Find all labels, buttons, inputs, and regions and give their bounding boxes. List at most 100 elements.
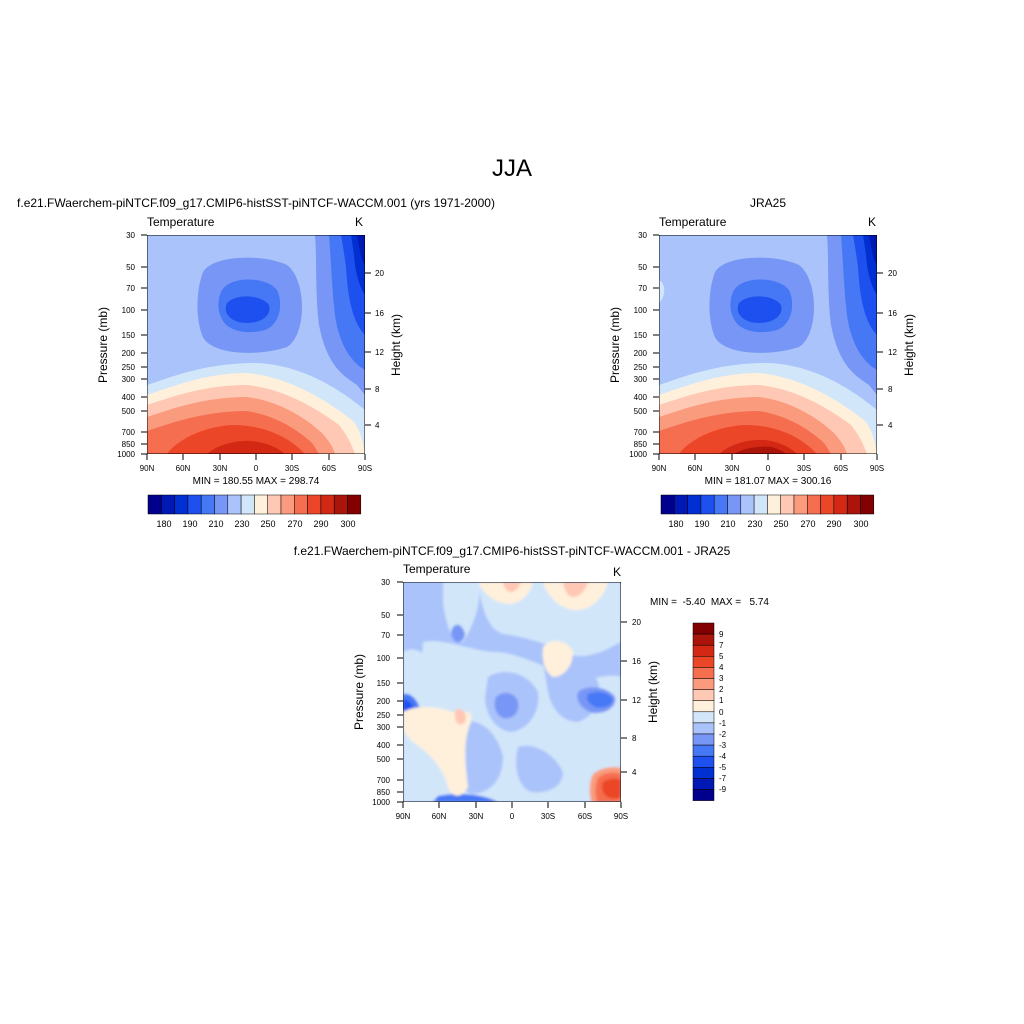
- colorbar-label-300: 300: [853, 519, 868, 529]
- panel-diff-y-ticks: 30 50 70 100 150 200 250 300 400 500 700…: [372, 578, 390, 807]
- panel-diff-ylabel: Pressure (mb): [352, 654, 366, 730]
- y-tick-30: 30: [381, 578, 390, 587]
- y-tick-30: 30: [638, 231, 647, 240]
- colorbar-label-neg5: -5: [719, 763, 727, 772]
- panel-diff-stats: MIN = -5.40 MAX = 5.74: [650, 597, 769, 608]
- panel-diff-ylabel-right: Height (km): [646, 661, 660, 723]
- panel-obs-contour-fill: [659, 235, 877, 454]
- panel-diff-y-tick-marks: [397, 581, 403, 803]
- y-tick-100: 100: [634, 306, 648, 315]
- y-tick-500: 500: [377, 755, 391, 764]
- y-tick-70: 70: [381, 631, 390, 640]
- colorbar-label-neg3: -3: [719, 741, 727, 750]
- colorbar-label-290: 290: [313, 519, 328, 529]
- height-tick-16: 16: [888, 309, 897, 318]
- x-tick-60s: 60S: [578, 812, 592, 821]
- colorbar-label-9: 9: [719, 630, 724, 639]
- x-tick-30n: 30N: [213, 464, 228, 473]
- figure-title: JJA: [492, 155, 532, 182]
- colorbar-label-180: 180: [156, 519, 171, 529]
- colorbar-label-190: 190: [694, 519, 709, 529]
- panel-obs-stats: MIN = 181.07 MAX = 300.16: [705, 476, 832, 487]
- y-tick-30: 30: [126, 231, 135, 240]
- y-tick-300: 300: [122, 375, 136, 384]
- y-tick-50: 50: [126, 263, 135, 272]
- y-tick-850: 850: [122, 440, 136, 449]
- x-tick-30n: 30N: [469, 812, 484, 821]
- x-tick-30n: 30N: [725, 464, 740, 473]
- colorbar-label-neg4: -4: [719, 752, 727, 761]
- panel-diff-colorbar-labels: 9 7 5 4 3 2 1 0 -1 -2 -3 -4 -5 -7 -9: [719, 630, 727, 794]
- colorbar-label-neg7: -7: [719, 774, 727, 783]
- panel-model-contour-fill: [147, 235, 365, 454]
- height-tick-20: 20: [632, 618, 641, 627]
- panel-obs-units: K: [868, 215, 876, 229]
- y-tick-300: 300: [634, 375, 648, 384]
- height-tick-20: 20: [375, 269, 384, 278]
- x-tick-0: 0: [254, 464, 259, 473]
- panel-obs-ylabel: Pressure (mb): [608, 307, 622, 383]
- panel-obs-title: JRA25: [750, 196, 786, 210]
- y-tick-400: 400: [634, 393, 648, 402]
- x-tick-60n: 60N: [432, 812, 447, 821]
- x-tick-0: 0: [510, 812, 515, 821]
- x-tick-90n: 90N: [652, 464, 667, 473]
- panel-model-units: K: [355, 215, 363, 229]
- y-tick-50: 50: [638, 263, 647, 272]
- x-tick-0: 0: [766, 464, 771, 473]
- panel-obs-ylabel-right: Height (km): [902, 314, 916, 376]
- x-tick-60s: 60S: [322, 464, 336, 473]
- colorbar-label-250: 250: [773, 519, 788, 529]
- panel-obs-plot-area: [659, 235, 877, 454]
- panel-diff-x-ticks: 90N 60N 30N 0 30S 60S 90S: [396, 812, 628, 821]
- height-tick-4: 4: [632, 768, 637, 777]
- height-tick-4: 4: [375, 421, 380, 430]
- height-tick-16: 16: [375, 309, 384, 318]
- colorbar-label-2: 2: [719, 685, 724, 694]
- height-tick-8: 8: [632, 734, 637, 743]
- panel-model: f.e21.FWaerchem-piNTCF.f09_g17.CMIP6-his…: [17, 196, 495, 529]
- panel-obs-right-tick-marks: [877, 272, 883, 426]
- height-tick-12: 12: [375, 348, 384, 357]
- panel-obs: JRA25 Temperature K: [608, 196, 916, 529]
- y-tick-50: 50: [381, 611, 390, 620]
- colorbar-label-210: 210: [720, 519, 735, 529]
- colorbar-label-190: 190: [182, 519, 197, 529]
- y-tick-1000: 1000: [372, 798, 390, 807]
- height-tick-8: 8: [375, 385, 380, 394]
- y-tick-850: 850: [634, 440, 648, 449]
- x-tick-60s: 60S: [834, 464, 848, 473]
- y-tick-250: 250: [634, 363, 648, 372]
- y-tick-200: 200: [122, 349, 136, 358]
- panel-model-ylabel-right: Height (km): [389, 314, 403, 376]
- x-tick-30s: 30S: [797, 464, 811, 473]
- x-tick-90s: 90S: [870, 464, 884, 473]
- y-tick-500: 500: [634, 407, 648, 416]
- y-tick-700: 700: [634, 428, 648, 437]
- panel-diff-title: f.e21.FWaerchem-piNTCF.f09_g17.CMIP6-his…: [294, 544, 731, 558]
- y-tick-200: 200: [634, 349, 648, 358]
- height-tick-12: 12: [888, 348, 897, 357]
- colorbar-label-270: 270: [287, 519, 302, 529]
- colorbar-label-210: 210: [208, 519, 223, 529]
- y-tick-150: 150: [122, 331, 136, 340]
- colorbar-label-0: 0: [719, 708, 724, 717]
- panel-diff: f.e21.FWaerchem-piNTCF.f09_g17.CMIP6-his…: [294, 544, 770, 821]
- panel-obs-colorbar-swatches: [660, 494, 875, 515]
- colorbar-label-290: 290: [826, 519, 841, 529]
- panel-diff-colorbar: 9 7 5 4 3 2 1 0 -1 -2 -3 -4 -5 -7 -9: [692, 622, 727, 801]
- colorbar-label-270: 270: [800, 519, 815, 529]
- y-tick-70: 70: [638, 284, 647, 293]
- y-tick-150: 150: [634, 331, 648, 340]
- colorbar-label-250: 250: [260, 519, 275, 529]
- y-tick-70: 70: [126, 284, 135, 293]
- colorbar-label-neg9: -9: [719, 785, 727, 794]
- y-tick-1000: 1000: [117, 450, 135, 459]
- x-tick-90s: 90S: [358, 464, 372, 473]
- panel-diff-contour-fill: [403, 582, 621, 802]
- panel-model-colorbar-labels: 180 190 210 230 250 270 290 300: [156, 519, 355, 529]
- colorbar-label-4: 4: [719, 663, 724, 672]
- colorbar-label-1: 1: [719, 696, 724, 705]
- colorbar-label-neg2: -2: [719, 730, 727, 739]
